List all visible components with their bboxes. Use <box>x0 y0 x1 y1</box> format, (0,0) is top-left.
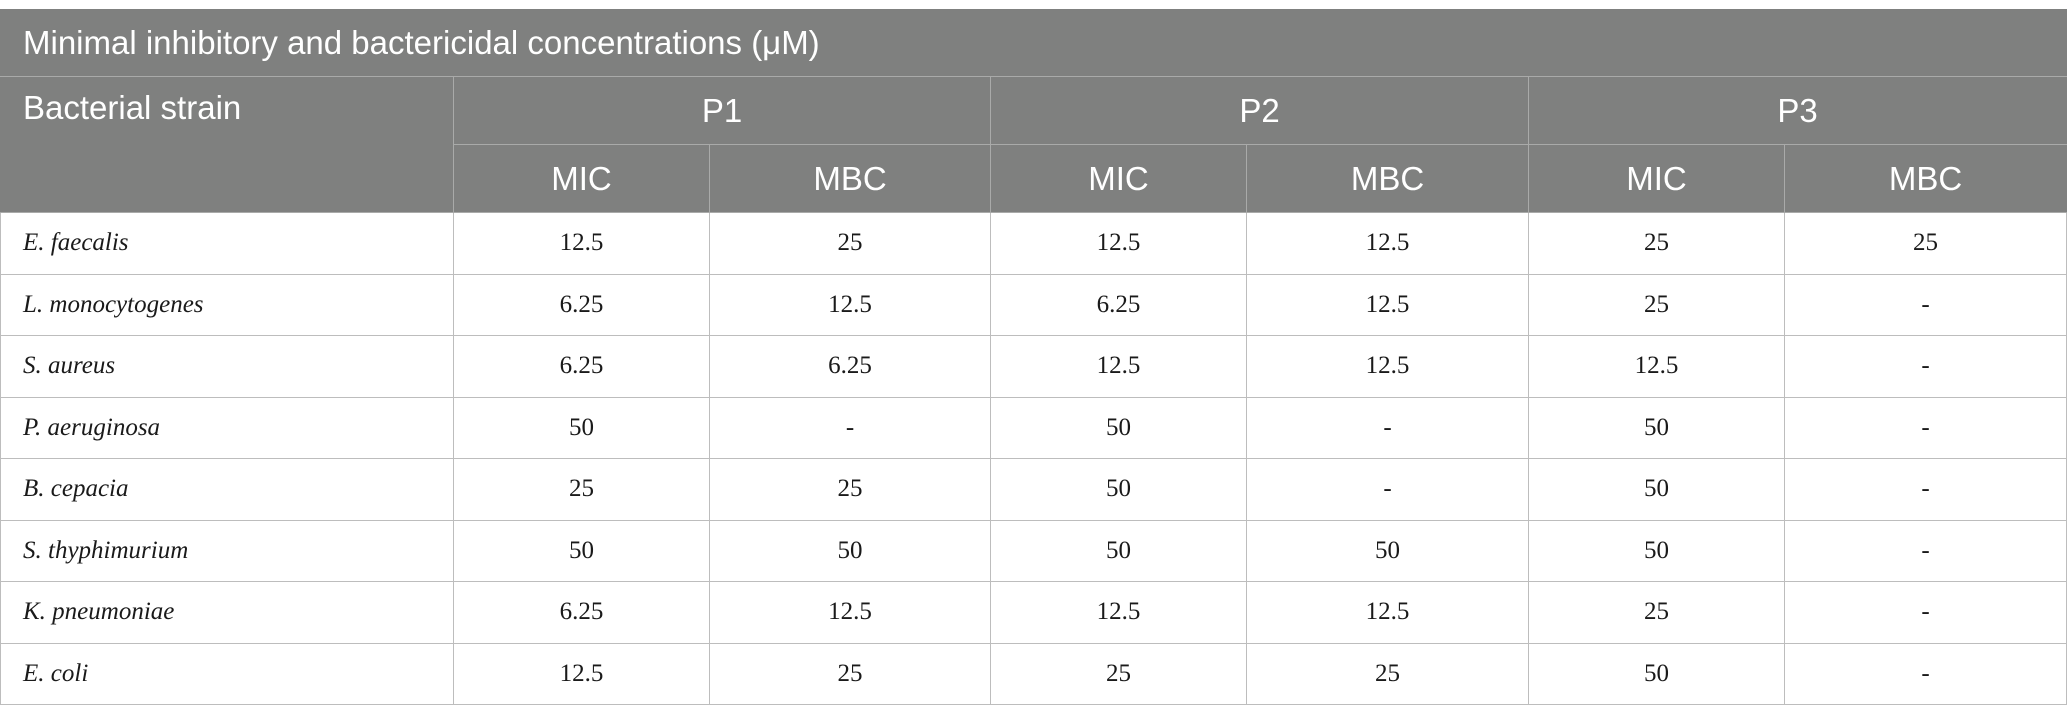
value-cell: - <box>1783 519 2067 582</box>
concentration-table: Minimal inhibitory and bactericidal conc… <box>0 9 2067 705</box>
value-cell: 50 <box>1246 519 1529 582</box>
value-cell: 50 <box>990 519 1247 582</box>
table-body: E. faecalis 12.5 25 12.5 12.5 25 25 L. monocyto… <box>0 212 2067 705</box>
value-cell: 12.5 <box>1246 335 1529 398</box>
value-cell: 12.5 <box>453 642 710 705</box>
value-cell: 12.5 <box>709 273 991 336</box>
table-row: P. aeruginosa 50-50-50- <box>0 396 2067 459</box>
subheader-cell: MIC <box>453 144 710 213</box>
value-cell: 50 <box>1528 519 1785 582</box>
subheader-cell: MIC <box>1528 144 1785 213</box>
table-row: B. cepacia 25 25 50-50- <box>0 458 2067 521</box>
strain-name-cell: K. pneumoniae <box>0 581 454 644</box>
value-cell: - <box>1246 396 1529 459</box>
value-cell: 12.5 <box>1246 212 1529 275</box>
value-cell: 25 <box>1246 642 1529 705</box>
group-header-row: Bacterial strain P1 P2 P3 <box>0 76 2067 213</box>
value-cell: 50 <box>1528 396 1785 459</box>
value-cell: 25 <box>709 642 991 705</box>
concentration-table-container: Minimal inhibitory and bactericidal conc… <box>0 9 2067 705</box>
value-cell: 25 <box>709 212 991 275</box>
value-cell: 50 <box>990 396 1247 459</box>
value-cell: - <box>709 396 991 459</box>
value-cell: 50 <box>709 519 991 582</box>
value-cell: 12.5 <box>990 581 1247 644</box>
value-cell: 25 <box>1528 581 1785 644</box>
value-cell: 12.5 <box>453 212 710 275</box>
subheader-cell: MBC <box>709 144 991 213</box>
value-cell: 50 <box>1528 642 1785 705</box>
subheader-cell: MBC <box>1246 144 1529 213</box>
value-cell: 50 <box>990 458 1247 521</box>
value-cell: - <box>1783 642 2067 705</box>
value-cell: 12.5 <box>990 335 1247 398</box>
value-cell: - <box>1783 335 2067 398</box>
value-cell: 25 <box>1528 273 1785 336</box>
strain-name-cell: B. cepacia <box>0 458 454 521</box>
group-header-p3: P3 <box>1527 76 2067 145</box>
table-caption: Minimal inhibitory and bactericidal conc… <box>0 9 2067 77</box>
value-cell: - <box>1783 458 2067 521</box>
table-row: S. aureus 6.25 6.25 12.5 12.5 12.5- <box>0 335 2067 398</box>
value-cell: 6.25 <box>453 581 710 644</box>
value-cell: - <box>1783 273 2067 336</box>
value-cell: 12.5 <box>1528 335 1785 398</box>
strain-name-cell: S. thyphimurium <box>0 519 454 582</box>
value-cell: 6.25 <box>453 335 710 398</box>
strain-column-header: Bacterial strain <box>0 76 454 213</box>
table-row: E. coli 12.5 25 25 25 50- <box>0 642 2067 705</box>
table-row: E. faecalis 12.5 25 12.5 12.5 25 25 <box>0 212 2067 275</box>
subheader-cell: MIC <box>990 144 1247 213</box>
value-cell: 25 <box>1528 212 1785 275</box>
subheader-row: MIC MBC MIC MBC MIC MBC <box>1 144 2067 213</box>
value-cell: 25 <box>453 458 710 521</box>
value-cell: 12.5 <box>1246 581 1529 644</box>
group-header-p2: P2 <box>990 76 1529 145</box>
strain-name-cell: P. aeruginosa <box>0 396 454 459</box>
subheader-cell: MBC <box>1783 144 2067 213</box>
value-cell: 6.25 <box>990 273 1247 336</box>
group-header-p1: P1 <box>453 76 991 145</box>
value-cell: 12.5 <box>709 581 991 644</box>
value-cell: 25 <box>1783 212 2067 275</box>
value-cell: 50 <box>1528 458 1785 521</box>
value-cell: 6.25 <box>709 335 991 398</box>
strain-name-cell: E. coli <box>0 642 454 705</box>
table-row: L. monocytogenes 6.25 12.5 6.25 12.5 25- <box>0 273 2067 336</box>
value-cell: 25 <box>709 458 991 521</box>
value-cell: 12.5 <box>1246 273 1529 336</box>
strain-name-cell: L. monocytogenes <box>0 273 454 336</box>
value-cell: - <box>1246 458 1529 521</box>
value-cell: 50 <box>453 396 710 459</box>
value-cell: - <box>1783 396 2067 459</box>
value-cell: 25 <box>990 642 1247 705</box>
caption-row: Minimal inhibitory and bactericidal conc… <box>0 9 2067 77</box>
value-cell: - <box>1783 581 2067 644</box>
value-cell: 50 <box>453 519 710 582</box>
value-cell: 12.5 <box>990 212 1247 275</box>
strain-name-cell: S. aureus <box>0 335 454 398</box>
value-cell: 6.25 <box>453 273 710 336</box>
strain-name-cell: E. faecalis <box>0 212 454 275</box>
table-row: S. thyphimurium 50 50 50 50 50- <box>0 519 2067 582</box>
table-row: K. pneumoniae 6.25 12.5 12.5 12.5 25- <box>0 581 2067 644</box>
